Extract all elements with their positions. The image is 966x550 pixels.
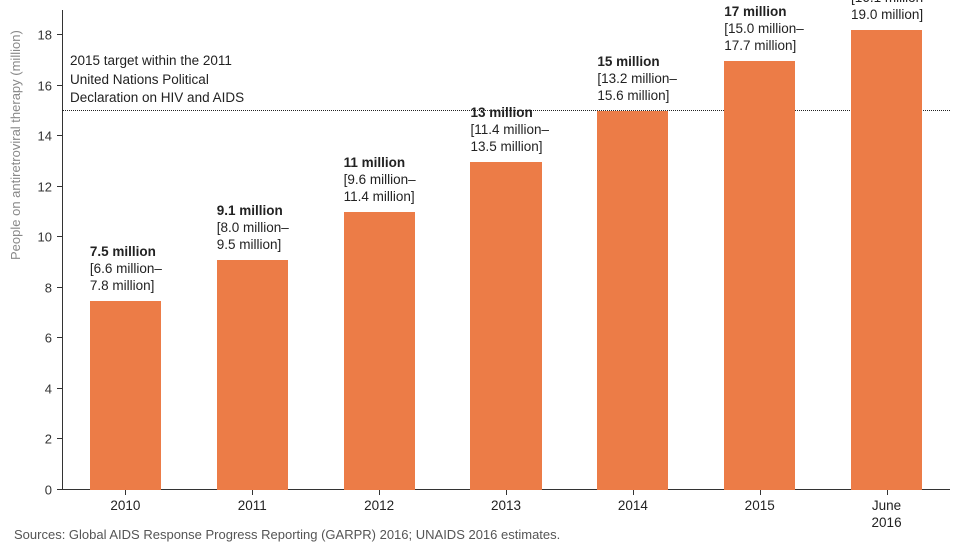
target-annotation: 2015 target within the 2011 United Natio… — [70, 52, 248, 110]
y-tick-label: 18 — [38, 28, 52, 43]
x-tick-label: June2016 — [872, 498, 902, 532]
bar — [217, 260, 288, 490]
x-tick-mark — [633, 490, 634, 495]
y-tick-label: 0 — [45, 483, 52, 498]
x-tick-label: 2015 — [745, 498, 775, 515]
bar-value-label: 7.5 million[6.6 million–7.8 million] — [90, 244, 162, 295]
y-tick-label: 4 — [45, 381, 52, 396]
bar-value-label: 11 million[9.6 million–11.4 million] — [344, 155, 416, 206]
y-tick-label: 12 — [38, 179, 52, 194]
y-tick-mark — [57, 186, 62, 187]
x-tick-label: 2014 — [618, 498, 648, 515]
bar — [344, 212, 415, 490]
x-tick-label: 2010 — [110, 498, 140, 515]
chart-container: People on antiretroviral therapy (millio… — [0, 0, 966, 550]
x-tick-label: 2012 — [364, 498, 394, 515]
y-tick-label: 10 — [38, 230, 52, 245]
x-tick-mark — [760, 490, 761, 495]
y-tick-mark — [57, 34, 62, 35]
bar-value-label: 9.1 million[8.0 million–9.5 million] — [217, 203, 289, 254]
bar-value-label: 15 million[13.2 million–15.6 million] — [597, 54, 677, 105]
y-tick-mark — [57, 337, 62, 338]
y-axis-line — [62, 10, 63, 490]
x-tick-label: 2011 — [238, 498, 267, 515]
y-tick-label: 14 — [38, 129, 52, 144]
y-tick-label: 16 — [38, 78, 52, 93]
target-annotation-line1: 2015 target within the 2011 — [70, 53, 232, 68]
target-annotation-line3: Declaration on HIV and AIDS — [70, 90, 244, 105]
y-tick-label: 8 — [45, 280, 52, 295]
x-tick-mark — [379, 490, 380, 495]
bar — [597, 111, 668, 490]
y-axis-label: People on antiretroviral therapy (millio… — [8, 30, 23, 260]
y-tick-mark — [57, 85, 62, 86]
y-tick-mark — [57, 135, 62, 136]
plot-area: 2015 target within the 2011 United Natio… — [62, 10, 950, 490]
x-tick-mark — [887, 490, 888, 495]
bar — [90, 301, 161, 490]
bar-value-label: 17 million[15.0 million–17.7 million] — [724, 4, 804, 55]
bar — [851, 30, 922, 490]
y-tick-label: 2 — [45, 432, 52, 447]
bar-value-label: 13 million[11.4 million–13.5 million] — [470, 105, 549, 156]
y-tick-mark — [57, 489, 62, 490]
y-tick-mark — [57, 236, 62, 237]
target-annotation-line2: United Nations Political — [70, 72, 209, 87]
y-tick-mark — [57, 287, 62, 288]
y-tick-label: 6 — [45, 331, 52, 346]
y-tick-mark — [57, 438, 62, 439]
bar — [470, 162, 541, 490]
x-tick-mark — [125, 490, 126, 495]
x-tick-label: 2013 — [491, 498, 521, 515]
y-tick-mark — [57, 388, 62, 389]
sources-caption: Sources: Global AIDS Response Progress R… — [14, 527, 560, 542]
x-tick-mark — [506, 490, 507, 495]
bar-value-label: 18.2 million[16.1 million–19.0 million] — [851, 0, 931, 24]
bar — [724, 61, 795, 490]
x-tick-mark — [252, 490, 253, 495]
